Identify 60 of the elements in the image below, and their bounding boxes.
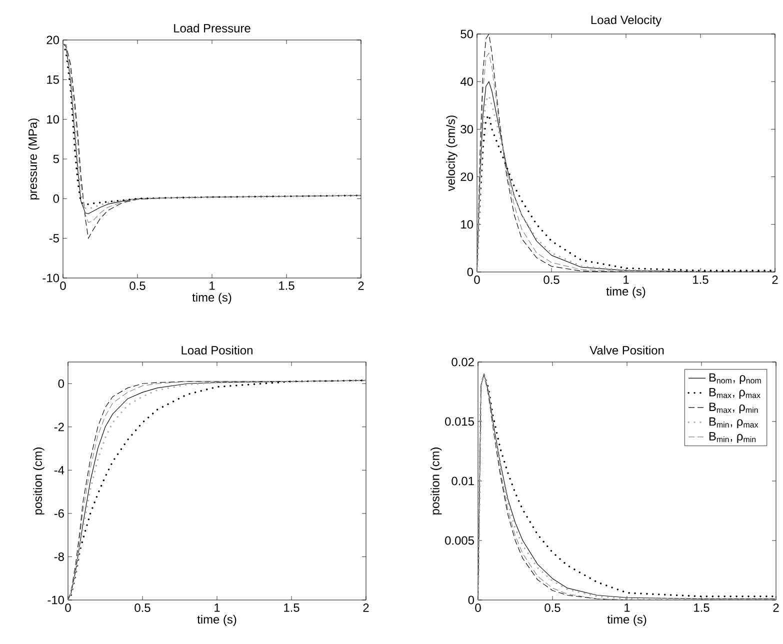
x-tick-label: 0.5 (544, 604, 560, 612)
chart-title: Load Position (182, 346, 252, 354)
y-tick-label: 20 (46, 36, 60, 44)
y-tick-label: -5 (49, 234, 59, 242)
chart-title: Load Pressure (174, 24, 250, 32)
legend-label: B$_{max}$, ρ$_{min}$ (709, 402, 758, 414)
y-axis-title: position (cm) (430, 448, 442, 514)
y-tick-label: 15 (47, 76, 59, 84)
y-tick-label: -10 (42, 274, 60, 282)
x-axis-title: time (s) (607, 614, 646, 626)
x-tick-label: 0.5 (544, 276, 560, 284)
y-axis-title: velocity (cm/s) (446, 116, 458, 192)
x-tick-label: 1 (214, 604, 220, 612)
x-tick-label: 2 (773, 604, 779, 612)
x-tick-label: 1.5 (694, 604, 710, 612)
x-tick-label: 1 (210, 282, 215, 290)
y-axis-title: position (cm) (33, 448, 44, 514)
x-axis-title: time (s) (192, 292, 232, 304)
y-tick-label: 0.015 (445, 417, 474, 426)
y-tick-label: 50 (460, 30, 474, 38)
x-tick-label: 0 (474, 276, 480, 284)
y-tick-label: 40 (460, 77, 474, 86)
y-tick-label: 0.02 (452, 358, 474, 366)
x-tick-label: 1.5 (284, 604, 300, 612)
x-tick-label: 1.5 (693, 276, 708, 284)
y-tick-label: 0 (468, 596, 474, 604)
y-tick-label: 0.005 (445, 536, 474, 545)
x-tick-label: 0 (475, 604, 481, 612)
legend-label: B$_{max}$, ρ$_{max}$ (709, 388, 760, 399)
y-tick-label: 0 (53, 194, 60, 203)
x-tick-label: 2 (772, 276, 778, 284)
y-tick-label: 20 (460, 172, 474, 182)
y-tick-label: -2 (54, 422, 64, 432)
chart-title: Valve Position (590, 346, 664, 354)
y-tick-label: -10 (48, 596, 64, 604)
y-tick-label: 0.01 (452, 476, 474, 486)
y-tick-label: 30 (460, 124, 474, 134)
y-axis-title: pressure (MPa) (28, 118, 40, 200)
x-tick-label: 2 (363, 604, 369, 612)
x-tick-label: 0.5 (134, 604, 150, 612)
legend-label: B$_{nom}$, ρ$_{nom}$ (709, 373, 761, 384)
x-axis-title: time (s) (606, 286, 646, 298)
x-tick-label: 2 (358, 282, 364, 290)
x-tick-label: 1 (624, 604, 630, 612)
y-tick-label: 5 (53, 154, 59, 164)
chart-title: Load Velocity (591, 15, 662, 26)
legend-label: B$_{min}$, ρ$_{min}$ (709, 432, 756, 443)
y-tick-label: -4 (54, 466, 64, 474)
y-tick-label: 10 (461, 220, 474, 229)
y-tick-label: 0 (58, 379, 64, 388)
x-tick-label: 1 (624, 276, 629, 284)
x-tick-label: 0.5 (130, 282, 146, 290)
y-tick-label: 0 (467, 268, 474, 276)
x-tick-label: 0 (65, 604, 71, 612)
y-tick-label: -6 (54, 509, 64, 518)
legend-label: B$_{min}$, ρ$_{max}$ (709, 417, 758, 428)
y-tick-label: 10 (47, 115, 60, 124)
x-tick-label: 1.5 (279, 282, 294, 290)
y-tick-label: -8 (54, 552, 64, 561)
x-axis-title: time (s) (197, 614, 236, 626)
